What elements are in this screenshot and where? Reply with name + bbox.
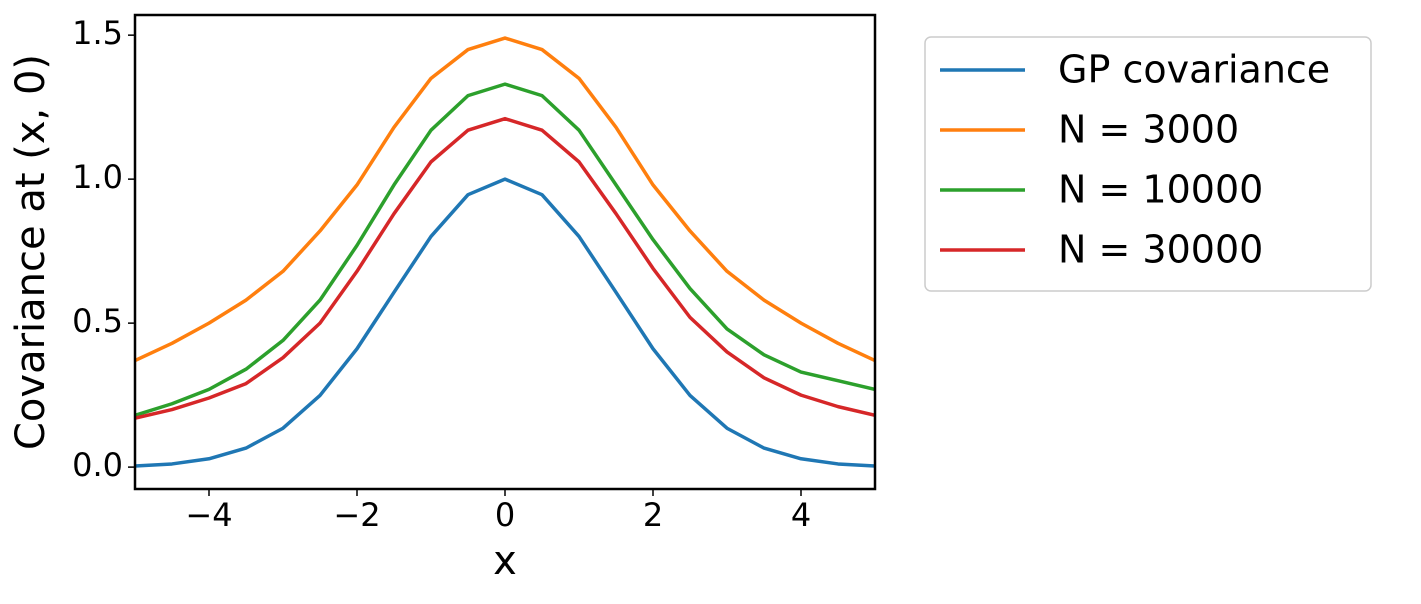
legend-label: N = 3000 bbox=[1058, 108, 1239, 152]
y-tick-label: 1.5 bbox=[72, 14, 123, 52]
y-tick-label: 1.0 bbox=[72, 158, 123, 196]
x-tick-label: 0 bbox=[495, 496, 515, 534]
plot-frame bbox=[133, 13, 877, 491]
series-line bbox=[135, 36, 875, 363]
legend: GP covariance N = 3000 N = 10000 N = 30000 bbox=[924, 36, 1372, 292]
y-tick-label: 0.0 bbox=[72, 446, 123, 484]
x-tick-label: 4 bbox=[791, 496, 811, 534]
x-axis-label: x bbox=[493, 538, 517, 584]
y-axis-label: Covariance at (x, 0) bbox=[8, 54, 54, 450]
series-line bbox=[135, 82, 875, 417]
series-line bbox=[135, 116, 875, 420]
x-tick-label: −2 bbox=[333, 496, 380, 534]
legend-box bbox=[924, 36, 1372, 292]
legend-label: N = 30000 bbox=[1058, 228, 1263, 272]
series-line bbox=[135, 177, 875, 468]
x-tick-label: 2 bbox=[643, 496, 663, 534]
legend-label: N = 10000 bbox=[1058, 168, 1263, 212]
y-tick-label: 0.5 bbox=[72, 302, 123, 340]
x-tick-label: −4 bbox=[185, 496, 232, 534]
legend-label: GP covariance bbox=[1058, 48, 1330, 92]
